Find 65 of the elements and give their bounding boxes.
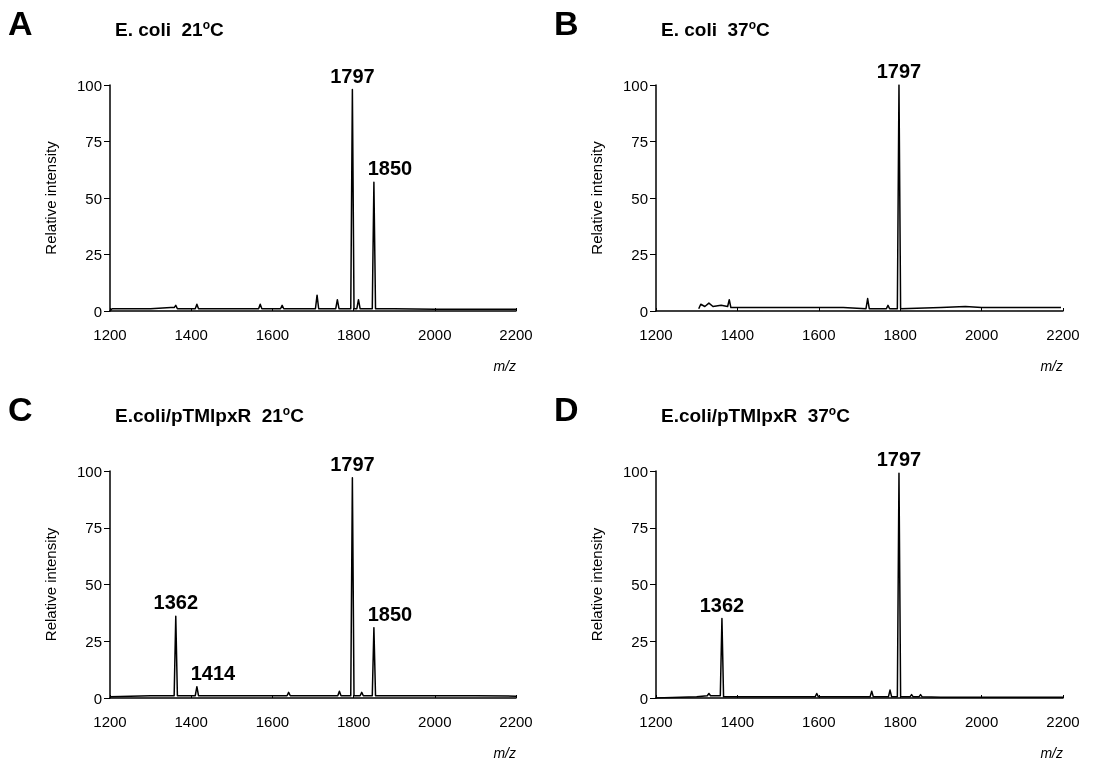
x-tick-label: 1600 (802, 713, 836, 730)
x-tick-label: 2200 (1046, 713, 1080, 730)
x-tick-label: 2000 (418, 713, 452, 730)
annotation: 1362 (699, 593, 745, 616)
y-tick-label: 0 (93, 689, 102, 707)
x-tick-label: 1200 (93, 326, 127, 343)
text: D (554, 390, 579, 428)
y-tick-label: 100 (622, 76, 648, 94)
x-axis-title: m/z (1040, 745, 1063, 761)
annotation: 1362 (153, 591, 199, 614)
annotation: 1850 (367, 157, 413, 180)
y-tick-label: 25 (631, 632, 648, 650)
annotation: 1797 (876, 60, 922, 82)
x-axis-title: m/z (493, 358, 516, 374)
y-tick-label: 100 (76, 76, 102, 94)
y-tick-label: 25 (631, 246, 648, 263)
y-tick-label: 75 (85, 519, 102, 537)
annotation: 1850 (367, 602, 413, 625)
x-tick-label: 1200 (639, 713, 673, 730)
y-tick-label: 25 (85, 246, 102, 263)
y-tick-label: 50 (631, 189, 648, 207)
annotation: 1414 (190, 661, 236, 684)
x-tick-label: 2200 (499, 713, 533, 730)
text: C (8, 390, 33, 428)
y-tick-label: 50 (85, 576, 102, 593)
x-tick-label: 1800 (336, 713, 371, 730)
x-tick-label: 1200 (639, 326, 673, 343)
x-tick-label: 1400 (174, 326, 208, 343)
annotation: 1797 (876, 448, 922, 471)
y-tick-label: 75 (85, 133, 102, 150)
x-tick-label: 1600 (802, 326, 836, 343)
y-axis-title: Relative intensity (42, 527, 59, 642)
y-tick-label: 0 (639, 689, 648, 707)
x-tick-label: 1800 (883, 326, 917, 343)
x-tick-label: 1600 (255, 713, 290, 730)
y-tick-label: 0 (93, 302, 102, 320)
annotation: 1797 (330, 64, 375, 87)
y-tick-label: 0 (639, 302, 648, 320)
y-tick-label: 75 (631, 133, 648, 150)
annotation: 1797 (330, 452, 375, 475)
x-tick-label: 1800 (883, 713, 917, 730)
x-tick-label: 2000 (418, 326, 452, 343)
y-axis-title: Relative intensity (42, 140, 59, 255)
y-tick-label: 50 (631, 576, 648, 593)
x-tick-label: 2200 (499, 326, 533, 343)
text: A (8, 4, 33, 42)
x-tick-label: 1400 (174, 713, 208, 730)
x-tick-label: 1800 (336, 326, 371, 343)
x-tick-label: 2200 (1046, 326, 1080, 343)
y-axis-title: Relative intensity (588, 140, 605, 255)
x-axis-title: m/z (1040, 358, 1063, 374)
x-tick-label: 1600 (255, 326, 290, 343)
x-tick-label: 2000 (964, 326, 999, 343)
x-axis-title: m/z (493, 745, 516, 761)
y-tick-label: 100 (622, 462, 648, 480)
y-tick-label: 75 (631, 519, 648, 537)
x-tick-label: 2000 (964, 713, 999, 730)
y-tick-label: 25 (85, 632, 102, 650)
y-tick-label: 100 (76, 462, 102, 480)
x-tick-label: 1200 (93, 713, 127, 730)
x-tick-label: 1400 (720, 713, 755, 730)
text: B (554, 4, 579, 42)
y-tick-label: 50 (85, 189, 102, 207)
x-tick-label: 1400 (720, 326, 755, 343)
y-axis-title: Relative intensity (588, 527, 605, 642)
